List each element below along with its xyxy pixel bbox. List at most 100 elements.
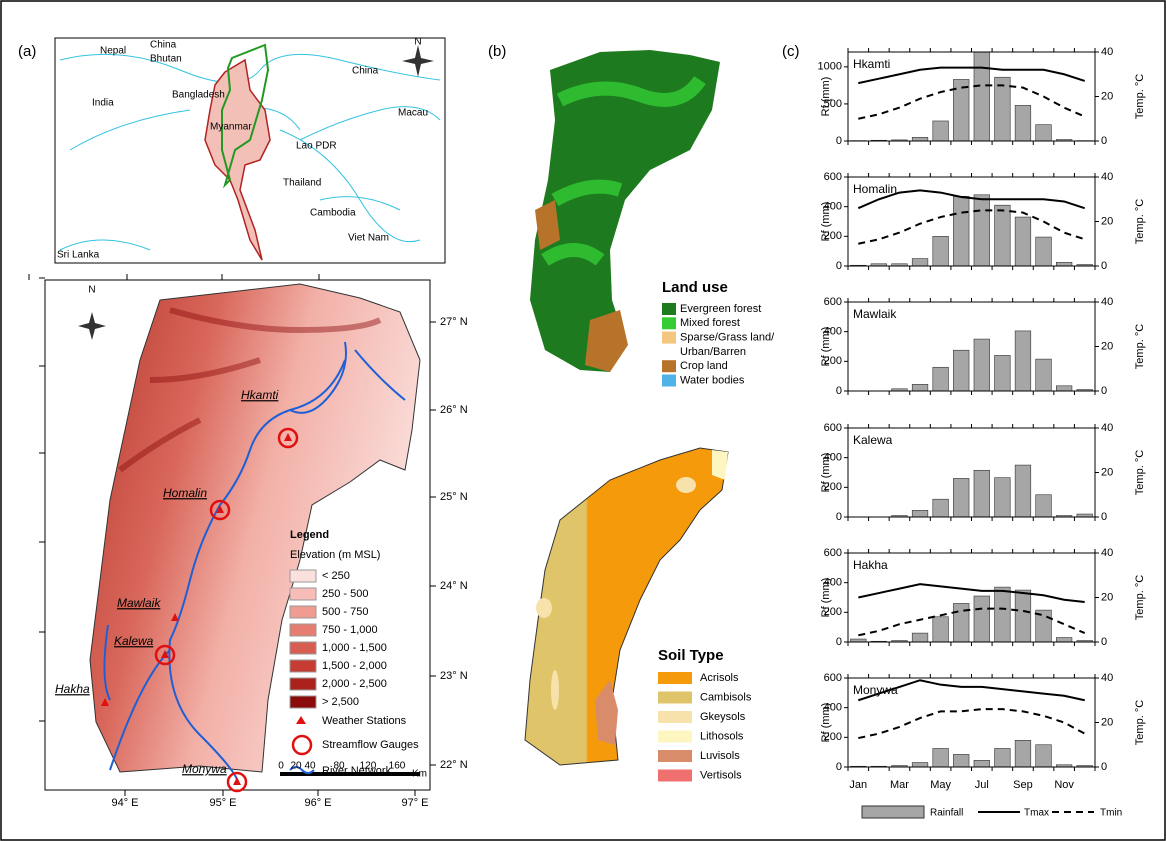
rainfall-bar bbox=[932, 120, 949, 142]
temperature-line bbox=[857, 679, 1085, 702]
weather-station bbox=[216, 505, 224, 513]
inset-label: China bbox=[150, 40, 177, 51]
legend-label: Cambisols bbox=[700, 691, 752, 703]
streamflow-gauge bbox=[277, 427, 299, 449]
gkeysols-patch bbox=[551, 670, 559, 710]
y2-tick-label: 20 bbox=[1101, 340, 1113, 352]
y2-axis-label: Temp. °C bbox=[1134, 324, 1146, 369]
elevation-swatch bbox=[289, 605, 317, 619]
lat-label: 27° N bbox=[440, 316, 468, 328]
rainfall-bar bbox=[911, 762, 929, 768]
streamflow-gauge bbox=[226, 771, 248, 793]
temperature-line bbox=[858, 66, 1086, 85]
inset-label: Bangladesh bbox=[172, 90, 225, 101]
inset-label: China bbox=[352, 66, 379, 77]
y2-tick-label: 20 bbox=[1101, 591, 1113, 603]
inset-label: Bhutan bbox=[150, 54, 182, 65]
chart-title: Kalewa bbox=[853, 433, 893, 447]
weather-station bbox=[101, 698, 109, 706]
chart-title: Hkamti bbox=[853, 57, 890, 71]
legend-subtitle: Elevation (m MSL) bbox=[290, 549, 380, 561]
legend-symbol bbox=[289, 766, 315, 774]
weather-station bbox=[284, 433, 292, 441]
legend-label: 2,000 - 2,500 bbox=[322, 678, 387, 690]
elevation-swatch bbox=[289, 659, 317, 673]
basin-outline bbox=[221, 43, 270, 189]
crop-land-patch bbox=[535, 200, 560, 250]
y-tick-label: 500 bbox=[824, 98, 842, 110]
gkeysols-patch bbox=[536, 598, 552, 618]
rainfall-bar bbox=[1035, 124, 1052, 142]
rainfall-bar bbox=[994, 76, 1011, 142]
legend-swatch bbox=[861, 805, 925, 819]
legend-label: 500 - 750 bbox=[322, 606, 368, 618]
legend-swatch bbox=[662, 374, 676, 387]
legend-label: Tmax bbox=[1024, 808, 1049, 819]
y-tick-label: 600 bbox=[824, 422, 842, 434]
rainfall-bar bbox=[1035, 358, 1052, 392]
legend-label: Streamflow Gauges bbox=[322, 739, 419, 751]
y-axis-label: Rf (mm) bbox=[820, 202, 832, 242]
x-tick-label: Jul bbox=[975, 779, 989, 791]
y2-axis-label: Temp. °C bbox=[1134, 74, 1146, 119]
gkeysols-patch bbox=[676, 477, 696, 493]
legend-label: Luvisols bbox=[700, 750, 740, 762]
rainfall-bar bbox=[994, 204, 1011, 267]
inset-label: Lao PDR bbox=[296, 141, 337, 152]
legend-label: Vertisols bbox=[700, 769, 742, 781]
rainfall-bar bbox=[953, 195, 970, 267]
rainfall-bar bbox=[911, 258, 929, 267]
legend-label: Tmin bbox=[1100, 808, 1122, 819]
rainfall-bar bbox=[973, 338, 990, 392]
rainfall-bar bbox=[1035, 236, 1052, 267]
y-tick-label: 1000 bbox=[818, 61, 842, 73]
legend-label: Evergreen forest bbox=[680, 303, 761, 315]
inset-label: Nepal bbox=[100, 46, 126, 57]
y-tick-label: 600 bbox=[824, 171, 842, 183]
ridge-shading bbox=[118, 307, 382, 473]
scale-unit: Km bbox=[412, 769, 427, 780]
chart-title: Mawlaik bbox=[853, 307, 897, 321]
y-tick-label: 200 bbox=[824, 481, 842, 493]
inset-label: Thailand bbox=[283, 178, 321, 189]
elevation-swatch bbox=[289, 641, 317, 655]
x-tick-label: Mar bbox=[890, 779, 909, 791]
y2-tick-label: 0 bbox=[1101, 761, 1107, 773]
legend-label: Weather Stations bbox=[322, 715, 407, 727]
y2-tick-label: 40 bbox=[1101, 46, 1113, 58]
legend-swatch bbox=[658, 769, 692, 782]
rainfall-bar bbox=[973, 760, 990, 768]
legend-title: Land use bbox=[662, 279, 728, 296]
y2-axis-label: Temp. °C bbox=[1134, 575, 1146, 620]
lat-label: 24° N bbox=[440, 580, 468, 592]
y-axis-label: Rf (mm) bbox=[820, 578, 832, 618]
legend-label: Gkeysols bbox=[700, 711, 746, 723]
station-label: Homalin bbox=[163, 486, 207, 500]
rainfall-bar bbox=[1035, 744, 1052, 768]
legend-swatch bbox=[658, 672, 692, 684]
legend-label: Acrisols bbox=[700, 672, 739, 684]
mixed-forest-patches bbox=[541, 75, 706, 266]
rainfall-bar bbox=[973, 595, 990, 643]
y-tick-label: 0 bbox=[836, 636, 842, 648]
rainfall-bar bbox=[973, 194, 990, 267]
rainfall-bar bbox=[911, 510, 929, 518]
temperature-line bbox=[858, 209, 1086, 245]
legend-swatch bbox=[662, 303, 676, 315]
y-tick-label: 0 bbox=[836, 260, 842, 272]
y2-tick-label: 0 bbox=[1101, 260, 1107, 272]
luvisols-patch bbox=[595, 680, 618, 745]
lon-label: 97° E bbox=[401, 797, 428, 809]
rainfall-bar bbox=[1035, 494, 1052, 518]
inset-label: Sri Lanka bbox=[57, 250, 100, 261]
y2-tick-label: 0 bbox=[1101, 135, 1107, 147]
rainfall-bar bbox=[994, 477, 1011, 518]
lat-label: 22° N bbox=[440, 759, 468, 771]
legend-label: 1,000 - 1,500 bbox=[322, 642, 387, 654]
inset-label: India bbox=[92, 98, 114, 109]
streamflow-gauge bbox=[209, 499, 231, 521]
rainfall-bar bbox=[953, 754, 970, 768]
y2-axis-label: Temp. °C bbox=[1134, 700, 1146, 745]
y-tick-label: 200 bbox=[824, 355, 842, 367]
rainfall-bar bbox=[932, 366, 949, 392]
